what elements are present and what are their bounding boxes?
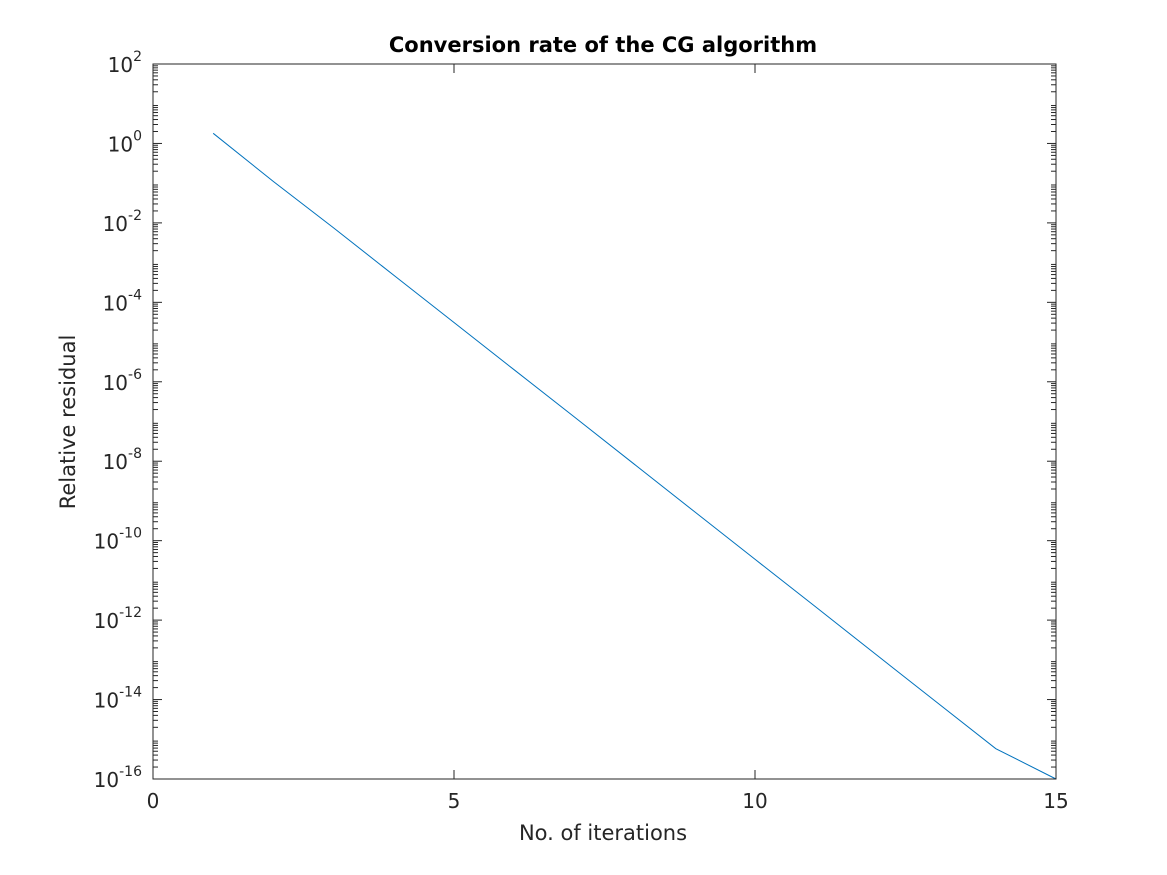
x-tick-label: 10 [742, 789, 767, 813]
y-tick-label: 10-10 [94, 526, 142, 554]
y-tick-label: 100 [108, 128, 142, 156]
series-layer [212, 132, 1057, 780]
minor-ticks [153, 65, 1056, 768]
plot-frame [152, 63, 1057, 780]
chart-title: Conversion rate of the CG algorithm [389, 33, 817, 57]
y-axis-label: Relative residual [56, 335, 80, 510]
y-tick-label: 10-2 [103, 208, 142, 236]
y-tick-label: 10-14 [94, 685, 142, 713]
x-tick-label: 0 [147, 789, 160, 813]
x-axis-label: No. of iterations [519, 821, 687, 845]
y-tick-label: 10-16 [94, 764, 142, 792]
plot-area [153, 64, 1056, 779]
y-tick-labels: 10-16 10-14 10-12 10-10 10-8 10-6 10-4 10-2 100 1… [94, 49, 142, 792]
y-tick-label: 10-12 [94, 605, 142, 633]
series-line [212, 132, 1057, 780]
x-tick-labels: 0 5 10 15 [147, 789, 1069, 813]
y-tick-label: 10-6 [103, 367, 143, 395]
x-tick-label: 5 [448, 789, 461, 813]
y-tick-label: 10-8 [103, 446, 142, 474]
x-tick-label: 15 [1043, 789, 1068, 813]
y-tick-label: 10-4 [103, 287, 143, 315]
y-tick-label: 102 [108, 49, 142, 77]
